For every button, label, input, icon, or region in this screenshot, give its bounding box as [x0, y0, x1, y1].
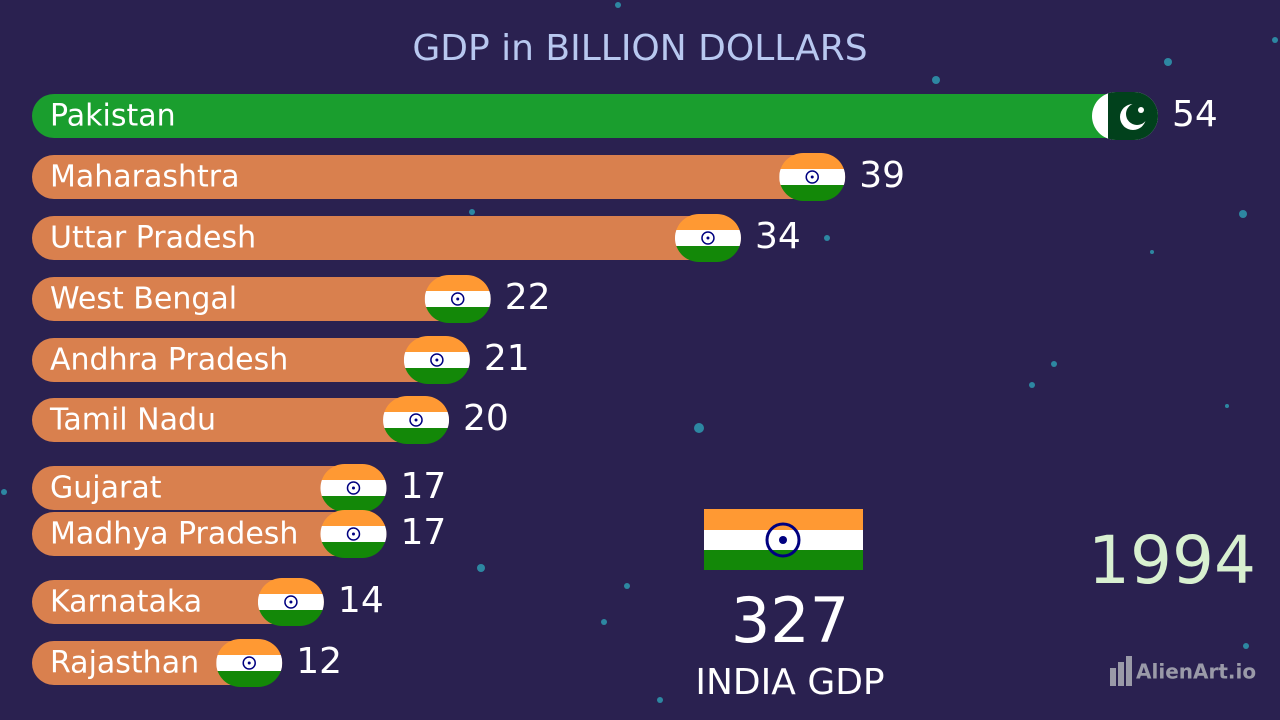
chakra: [409, 413, 423, 427]
flag-saffron: [257, 578, 324, 594]
value-label: 39: [859, 155, 905, 196]
year: 1994: [1088, 522, 1256, 599]
bar: [32, 466, 387, 510]
chakra-hub: [247, 661, 251, 665]
flag-green: [674, 246, 741, 262]
total-label: INDIA GDP: [695, 662, 884, 703]
value-label: 17: [400, 512, 446, 553]
flag-green: [403, 368, 470, 384]
bar-label: Rajasthan: [50, 646, 199, 681]
flag-saffron: [674, 214, 741, 230]
flag: [674, 214, 741, 262]
chakra-hub: [351, 532, 355, 536]
bar-label: Gujarat: [50, 471, 162, 506]
flag-saffron: [383, 396, 450, 412]
bar: [32, 398, 450, 442]
flag-saffron: [424, 275, 491, 291]
flag: [424, 275, 491, 323]
bar: [32, 277, 491, 321]
star: [1138, 107, 1144, 113]
flag-green: [320, 496, 387, 512]
value-label: 14: [338, 580, 384, 621]
flag-saffron: [216, 639, 283, 655]
chakra-hub: [810, 175, 814, 179]
background-dots: [1, 2, 1278, 703]
bar: [32, 94, 1158, 138]
chakra: [346, 481, 361, 495]
value-label: 20: [463, 398, 509, 439]
total-value: 327: [731, 584, 849, 657]
bar-label: Madhya Pradesh: [50, 517, 298, 552]
chakra: [450, 292, 465, 306]
bar-label: Uttar Pradesh: [50, 221, 256, 256]
bar-label: Karnataka: [50, 585, 202, 620]
bar-label: Maharashtra: [50, 160, 240, 195]
chakra: [284, 595, 298, 609]
flag-green: [257, 610, 324, 626]
bar: [32, 338, 470, 382]
flag: [1092, 92, 1158, 140]
chart-title: GDP in BILLION DOLLARS: [412, 28, 867, 69]
chakra: [430, 353, 444, 367]
bar: [32, 216, 741, 260]
chakra-hub: [289, 600, 293, 604]
chakra: [701, 231, 715, 245]
bar: [32, 580, 324, 624]
flag-saffron: [779, 153, 846, 169]
flag-green: [216, 671, 283, 687]
value-label: 12: [296, 641, 342, 682]
value-label: 34: [755, 216, 801, 257]
chakra-hub: [435, 358, 439, 362]
bar-label: Pakistan: [50, 99, 176, 134]
bar: [32, 155, 846, 199]
india-flag: [704, 509, 863, 570]
flag: [216, 639, 283, 687]
flag-saffron: [320, 464, 387, 480]
value-label: 54: [1172, 94, 1218, 135]
bar: [32, 512, 387, 556]
flag-green: [779, 185, 846, 201]
flag-green: [383, 428, 450, 444]
value-label: 17: [400, 466, 446, 507]
chakra: [805, 170, 819, 184]
watermark-icon: [1110, 656, 1132, 686]
flag-saffron: [320, 510, 387, 526]
chakra-hub: [351, 486, 355, 490]
crescent-cut: [1126, 103, 1148, 125]
watermark: AlienArt.io: [1136, 660, 1256, 684]
flag: [779, 153, 846, 201]
flag-saffron: [403, 336, 470, 352]
chakra-hub: [456, 297, 460, 301]
flag: [320, 464, 387, 512]
value-label: 22: [505, 277, 551, 318]
flag: [403, 336, 470, 384]
flag: [320, 510, 387, 558]
value-label: 21: [484, 338, 530, 379]
bar-label: West Bengal: [50, 282, 237, 317]
bar-label: Tamil Nadu: [49, 403, 216, 438]
flag: [257, 578, 324, 626]
chakra: [346, 527, 361, 541]
flag: [383, 396, 450, 444]
chakra-hub: [706, 236, 710, 240]
chakra-hub: [414, 418, 418, 422]
flag-green: [320, 542, 387, 558]
flag-green: [424, 307, 491, 323]
bar-label: Andhra Pradesh: [50, 343, 288, 378]
chakra: [242, 656, 256, 670]
